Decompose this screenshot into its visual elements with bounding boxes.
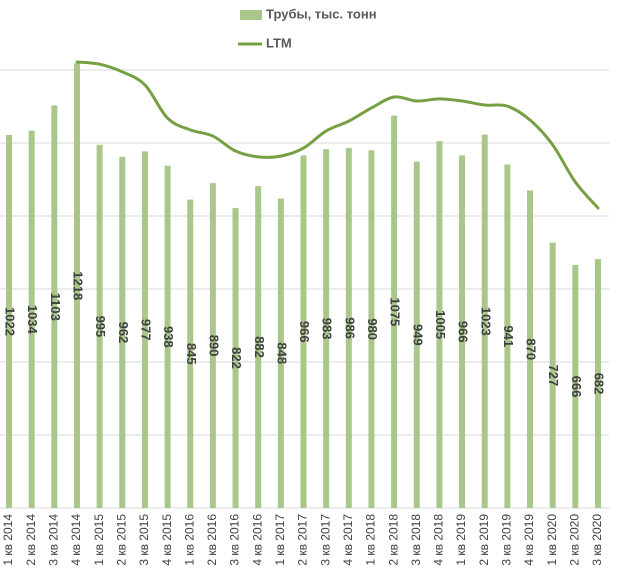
bar bbox=[459, 155, 466, 508]
x-tick-label: 3 кв 2020 bbox=[590, 514, 604, 566]
bar bbox=[209, 183, 216, 508]
legend-label: LTM bbox=[266, 35, 292, 50]
x-tick-label: 4 кв 2017 bbox=[341, 514, 355, 566]
bar bbox=[549, 242, 556, 508]
bar bbox=[413, 161, 420, 509]
x-tick-label: 3 кв 2015 bbox=[137, 514, 151, 566]
x-tick-label: 4 кв 2015 bbox=[160, 514, 174, 566]
x-tick-label: 1 кв 2019 bbox=[454, 514, 468, 566]
x-tick-label: 3 кв 2018 bbox=[409, 514, 423, 566]
data-label: 941 bbox=[501, 325, 516, 347]
bar bbox=[436, 141, 443, 509]
x-tick-label: 2 кв 2018 bbox=[386, 514, 400, 566]
data-label: 822 bbox=[229, 347, 244, 369]
x-tick-label: 3 кв 2017 bbox=[318, 514, 332, 566]
bar bbox=[232, 207, 239, 508]
x-tick-label: 2 кв 2020 bbox=[567, 514, 581, 566]
bar bbox=[323, 149, 330, 508]
data-label: 962 bbox=[116, 322, 131, 344]
bar bbox=[572, 264, 579, 508]
bar bbox=[51, 105, 58, 508]
x-tick-label: 4 кв 2018 bbox=[432, 514, 446, 566]
bar bbox=[345, 148, 352, 509]
x-tick-label: 3 кв 2014 bbox=[47, 514, 61, 566]
x-tick-label: 3 кв 2019 bbox=[500, 514, 514, 566]
x-tick-label: 1 кв 2015 bbox=[92, 514, 106, 566]
bar bbox=[187, 199, 194, 508]
legend-swatch bbox=[240, 10, 262, 20]
x-tick-label: 2 кв 2014 bbox=[24, 514, 38, 566]
x-tick-label: 1 кв 2016 bbox=[182, 514, 196, 566]
data-label: 977 bbox=[138, 319, 153, 341]
data-label: 727 bbox=[546, 364, 561, 386]
data-label: 682 bbox=[592, 373, 607, 395]
bar bbox=[300, 155, 307, 508]
bar bbox=[481, 134, 488, 509]
data-label: 882 bbox=[252, 336, 267, 358]
x-tick-label: 2 кв 2015 bbox=[114, 514, 128, 566]
data-label: 949 bbox=[410, 324, 425, 346]
bar bbox=[527, 190, 534, 508]
bar bbox=[73, 63, 80, 509]
bar bbox=[277, 198, 284, 509]
bar bbox=[594, 259, 601, 508]
data-label: 966 bbox=[297, 321, 312, 343]
data-label: 1103 bbox=[48, 293, 63, 321]
data-label: 870 bbox=[524, 338, 539, 360]
bar bbox=[141, 151, 148, 508]
x-tick-label: 1 кв 2018 bbox=[364, 514, 378, 566]
x-tick-label: 1 кв 2017 bbox=[273, 514, 287, 566]
data-label: 1022 bbox=[3, 307, 18, 336]
bar bbox=[391, 115, 398, 508]
bar bbox=[28, 130, 35, 508]
line bbox=[75, 60, 600, 210]
x-tick-label: 4 кв 2014 bbox=[69, 514, 83, 566]
x-tick-label: 1 кв 2020 bbox=[545, 514, 559, 566]
bar bbox=[368, 150, 375, 509]
bar bbox=[255, 186, 262, 508]
bar bbox=[96, 144, 103, 508]
data-label: 995 bbox=[93, 316, 108, 338]
data-label: 986 bbox=[342, 317, 357, 339]
data-label: 1005 bbox=[433, 310, 448, 339]
bar bbox=[6, 134, 13, 508]
x-tick-label: 4 кв 2016 bbox=[250, 514, 264, 566]
data-label: 1218 bbox=[71, 271, 86, 300]
data-label: 1023 bbox=[478, 307, 493, 336]
data-label: 1034 bbox=[25, 305, 40, 335]
x-tick-label: 2 кв 2017 bbox=[296, 514, 310, 566]
x-tick-label: 2 кв 2019 bbox=[477, 514, 491, 566]
data-label: 980 bbox=[365, 318, 380, 340]
data-label: 666 bbox=[569, 376, 584, 398]
bar bbox=[164, 165, 171, 508]
data-label: 938 bbox=[161, 326, 176, 348]
data-label: 845 bbox=[184, 343, 199, 365]
data-label: 1075 bbox=[388, 297, 403, 326]
data-label: 966 bbox=[456, 321, 471, 343]
x-tick-label: 4 кв 2019 bbox=[522, 514, 536, 566]
data-label: 848 bbox=[274, 342, 289, 364]
x-tick-label: 2 кв 2016 bbox=[205, 514, 219, 566]
x-tick-label: 1 кв 2014 bbox=[1, 514, 15, 566]
legend-label: Трубы, тыс. тонн bbox=[266, 6, 377, 21]
bar bbox=[504, 164, 511, 508]
bar bbox=[119, 156, 126, 508]
data-label: 890 bbox=[206, 335, 221, 357]
x-tick-label: 3 кв 2016 bbox=[228, 514, 242, 566]
data-label: 983 bbox=[320, 318, 335, 340]
